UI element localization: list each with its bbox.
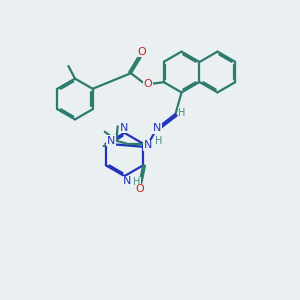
Text: H: H bbox=[178, 107, 186, 118]
Text: O: O bbox=[137, 46, 146, 57]
Text: N: N bbox=[153, 123, 161, 134]
Text: N: N bbox=[123, 176, 132, 186]
Text: N: N bbox=[144, 140, 152, 151]
Text: H: H bbox=[155, 136, 163, 146]
Text: O: O bbox=[135, 184, 144, 194]
Text: N: N bbox=[107, 136, 115, 146]
Text: H: H bbox=[134, 177, 141, 187]
Text: O: O bbox=[144, 79, 153, 89]
Text: N: N bbox=[120, 123, 129, 133]
